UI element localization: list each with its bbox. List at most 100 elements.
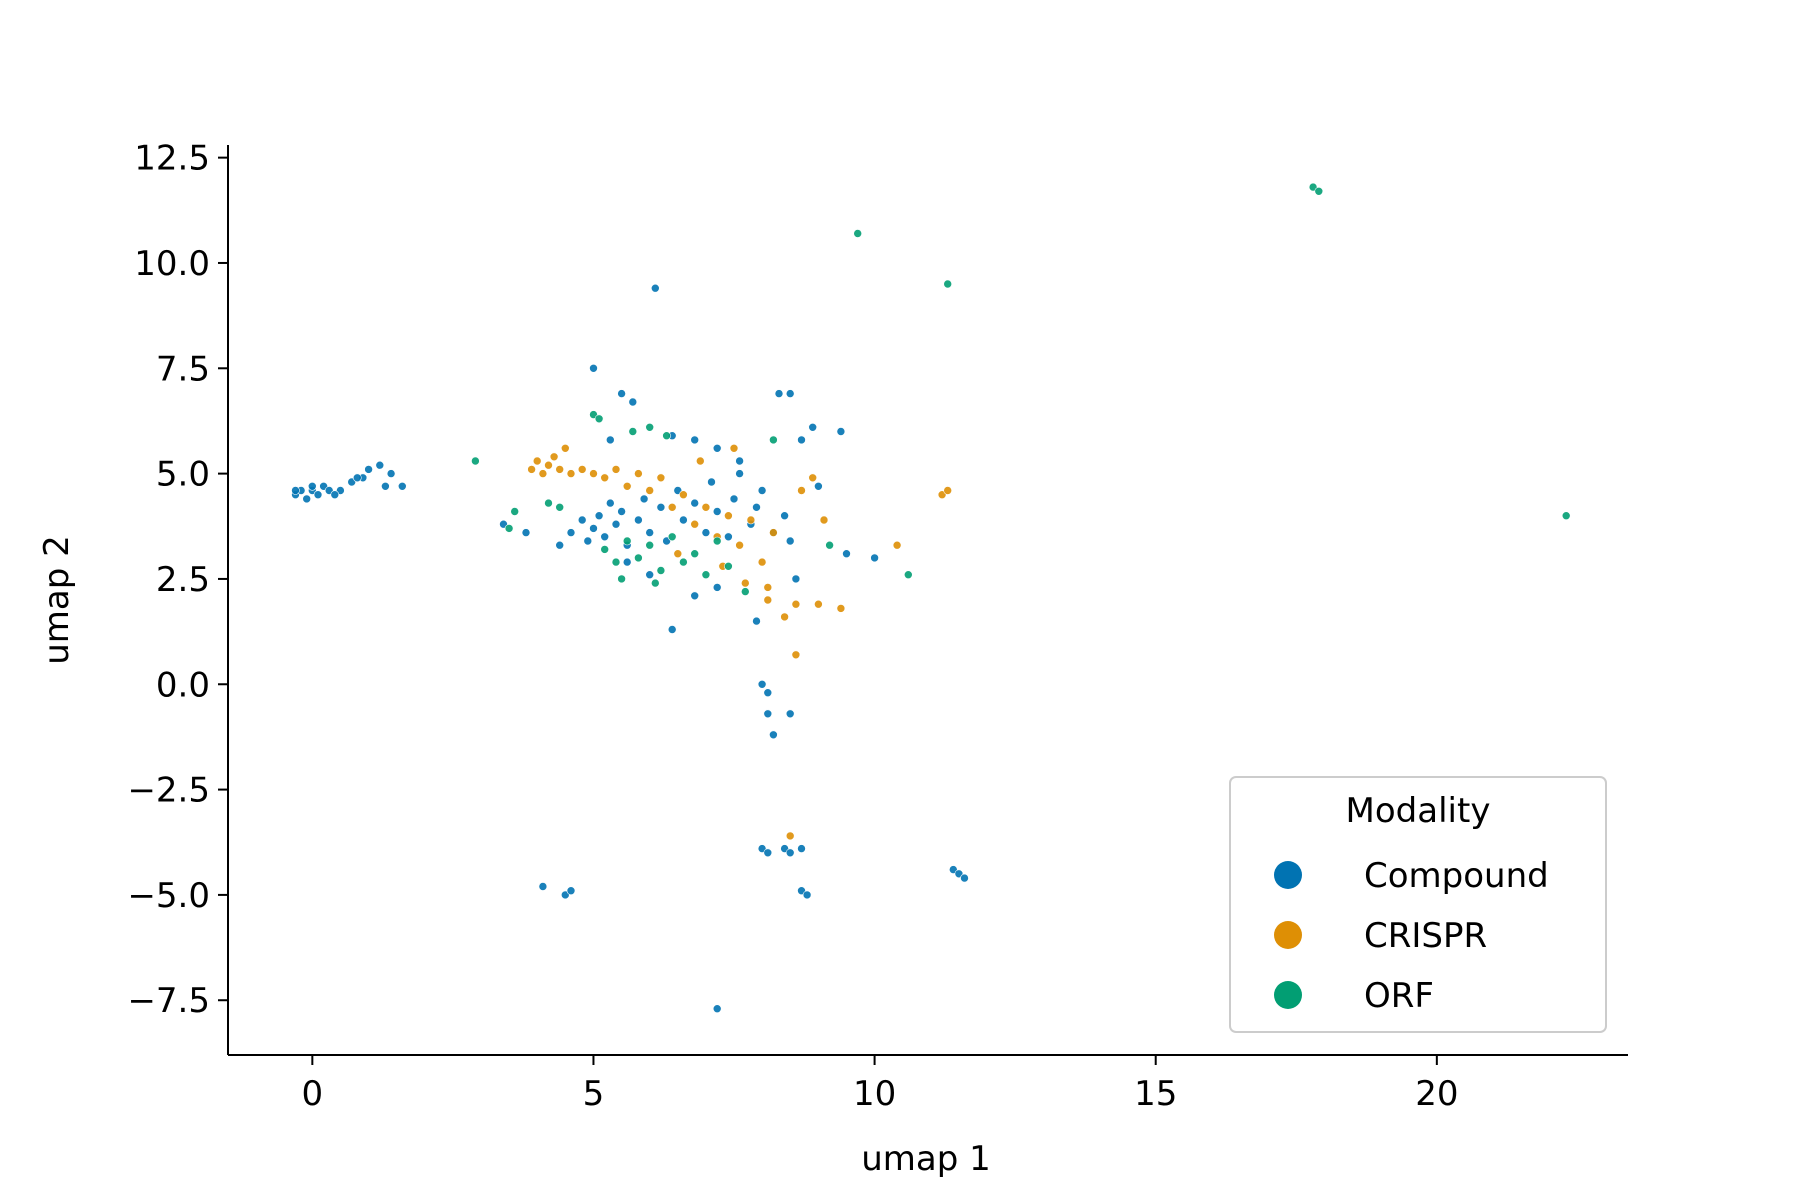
- point-orf-26: [903, 570, 913, 580]
- point-compound-34: [645, 528, 655, 537]
- y-axis-label: umap 2: [37, 535, 77, 665]
- x-tick-label: 5: [583, 1074, 605, 1114]
- point-compound-88: [566, 886, 576, 896]
- y-tick-label: 0.0: [156, 665, 210, 705]
- point-orf-21: [724, 561, 733, 571]
- point-compound-62: [785, 389, 795, 398]
- point-compound-59: [712, 443, 722, 453]
- point-crispr-12: [622, 481, 632, 491]
- point-compound-91: [690, 591, 700, 601]
- point-crispr-25: [769, 528, 778, 537]
- point-compound-64: [836, 427, 846, 436]
- point-compound-23: [577, 515, 587, 525]
- point-orf-7: [628, 427, 638, 436]
- point-compound-17: [352, 473, 362, 483]
- y-tick-label: −2.5: [127, 771, 210, 811]
- point-compound-21: [555, 540, 565, 550]
- point-orf-8: [645, 422, 655, 432]
- point-orf-4: [555, 502, 565, 512]
- point-orf-2: [510, 507, 520, 516]
- point-orf-27: [769, 435, 778, 445]
- point-compound-41: [707, 477, 716, 487]
- y-tick-label: 7.5: [156, 349, 210, 389]
- legend: Modality Compound CRISPR ORF: [1229, 776, 1607, 1033]
- point-crispr-42: [763, 583, 773, 592]
- point-crispr-15: [656, 473, 666, 483]
- point-compound-4: [313, 490, 323, 500]
- point-crispr-32: [797, 486, 806, 495]
- point-compound-13: [397, 481, 407, 491]
- point-orf-9: [662, 431, 671, 441]
- point-orf-10: [600, 545, 610, 554]
- point-crispr-22: [735, 540, 744, 550]
- point-compound-24: [583, 536, 593, 546]
- point-compound-54: [628, 397, 638, 407]
- point-crispr-11: [611, 465, 621, 474]
- point-compound-56: [650, 283, 660, 293]
- point-orf-18: [690, 549, 700, 559]
- x-axis-ticks: 0 5 10 15 20: [302, 1055, 1458, 1114]
- point-orf-23: [650, 578, 660, 588]
- point-compound-27: [600, 532, 610, 542]
- point-compound-52: [589, 363, 598, 373]
- point-orf-16: [667, 532, 677, 542]
- point-crispr-5: [555, 465, 565, 474]
- point-orf-31: [1314, 187, 1324, 196]
- point-compound-33: [639, 494, 649, 504]
- point-crispr-8: [577, 465, 587, 474]
- point-compound-66: [814, 481, 823, 491]
- point-compound-29: [611, 519, 621, 529]
- point-crispr-3: [544, 460, 553, 470]
- point-crispr-34: [819, 515, 829, 525]
- legend-title: Modality: [1346, 791, 1491, 831]
- point-compound-72: [763, 688, 773, 698]
- point-compound-42: [712, 507, 722, 516]
- y-tick-label: 10.0: [134, 244, 210, 284]
- point-crispr-37: [892, 540, 902, 550]
- point-compound-12: [386, 469, 396, 478]
- point-compound-2: [302, 494, 312, 504]
- point-compound-58: [690, 435, 700, 445]
- point-crispr-19: [701, 502, 711, 512]
- point-orf-0: [471, 456, 480, 466]
- point-orf-19: [701, 570, 711, 580]
- point-orf-15: [656, 566, 666, 575]
- point-compound-38: [679, 515, 688, 525]
- point-crispr-0: [527, 465, 536, 474]
- legend-marker-orf: [1274, 981, 1302, 1009]
- point-crispr-7: [566, 469, 576, 478]
- point-crispr-18: [690, 519, 700, 529]
- point-compound-82: [802, 890, 812, 900]
- point-crispr-30: [780, 612, 789, 622]
- point-compound-16: [330, 490, 340, 500]
- legend-label-compound: Compound: [1364, 856, 1549, 896]
- point-compound-45: [735, 469, 744, 478]
- point-compound-89: [712, 1004, 722, 1014]
- point-crispr-33: [808, 473, 818, 483]
- point-compound-90: [667, 625, 677, 634]
- point-orf-29: [943, 279, 953, 289]
- point-compound-67: [842, 549, 851, 559]
- point-crispr-31: [791, 599, 801, 609]
- point-orf-25: [825, 540, 834, 550]
- point-compound-86: [538, 882, 548, 891]
- point-crispr-6: [560, 443, 570, 453]
- point-compound-48: [757, 486, 767, 495]
- point-compound-73: [785, 709, 795, 719]
- point-crispr-40: [791, 650, 801, 660]
- point-orf-24: [740, 587, 750, 596]
- y-tick-label: 5.0: [156, 455, 210, 495]
- point-compound-76: [757, 844, 767, 853]
- point-crispr-44: [695, 456, 705, 466]
- point-orf-32: [1561, 511, 1571, 521]
- point-compound-63: [808, 422, 818, 432]
- point-compound-51: [785, 536, 795, 546]
- x-axis-label: umap 1: [861, 1139, 991, 1179]
- point-crispr-17: [679, 490, 688, 500]
- y-axis-ticks: −7.5 −5.0 −2.5 0.0 2.5 5.0 7.5 10.0 12.5: [127, 139, 228, 1021]
- point-orf-28: [853, 229, 863, 238]
- point-compound-40: [701, 528, 711, 537]
- point-compound-92: [712, 583, 722, 592]
- legend-marker-compound: [1274, 861, 1302, 889]
